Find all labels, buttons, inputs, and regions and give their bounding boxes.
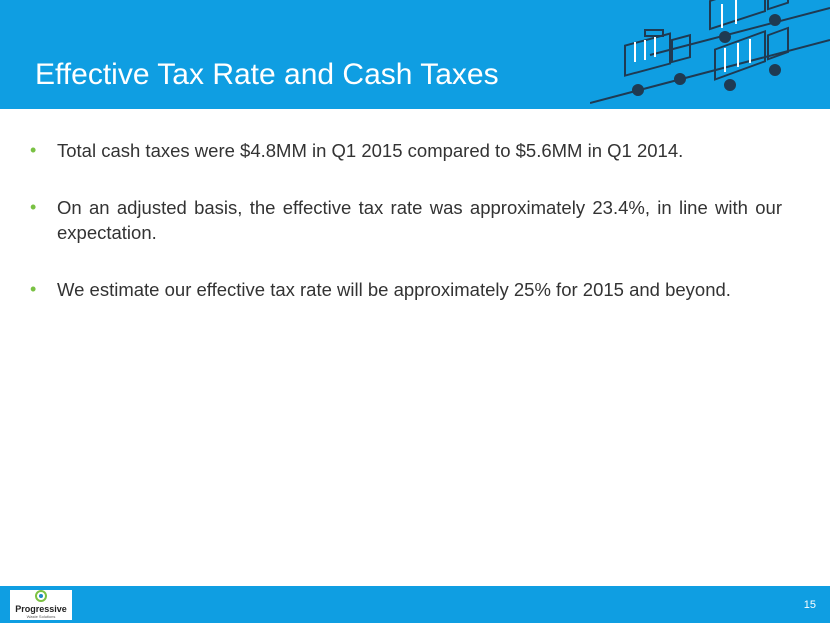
bullet-dot-icon: •	[30, 140, 37, 160]
bullet-text: Total cash taxes were $4.8MM in Q1 2015 …	[57, 140, 684, 161]
logo-subtext: Waste Solutions	[26, 614, 56, 619]
bullet-item: • On an adjusted basis, the effective ta…	[30, 195, 782, 245]
logo-text: Progressive	[15, 604, 67, 614]
bullet-dot-icon: •	[30, 279, 37, 299]
progressive-logo-icon	[35, 590, 47, 602]
garbage-truck-icon	[624, 29, 691, 96]
bullet-item: • We estimate our effective tax rate wil…	[30, 277, 782, 302]
slide-footer: Progressive Waste Solutions 15	[0, 586, 830, 623]
bullet-text: We estimate our effective tax rate will …	[57, 279, 731, 300]
garbage-trucks-illustration	[590, 0, 830, 104]
garbage-truck-icon	[714, 26, 789, 91]
slide-body: • Total cash taxes were $4.8MM in Q1 201…	[30, 138, 782, 334]
bullet-dot-icon: •	[30, 197, 37, 217]
bullet-text: On an adjusted basis, the effective tax …	[57, 197, 782, 243]
garbage-truck-icon	[709, 0, 789, 43]
slide-header: Effective Tax Rate and Cash Taxes	[0, 0, 830, 109]
bullet-item: • Total cash taxes were $4.8MM in Q1 201…	[30, 138, 782, 163]
slide-title: Effective Tax Rate and Cash Taxes	[35, 58, 499, 91]
page-number: 15	[803, 599, 816, 611]
company-logo: Progressive Waste Solutions	[10, 590, 72, 620]
